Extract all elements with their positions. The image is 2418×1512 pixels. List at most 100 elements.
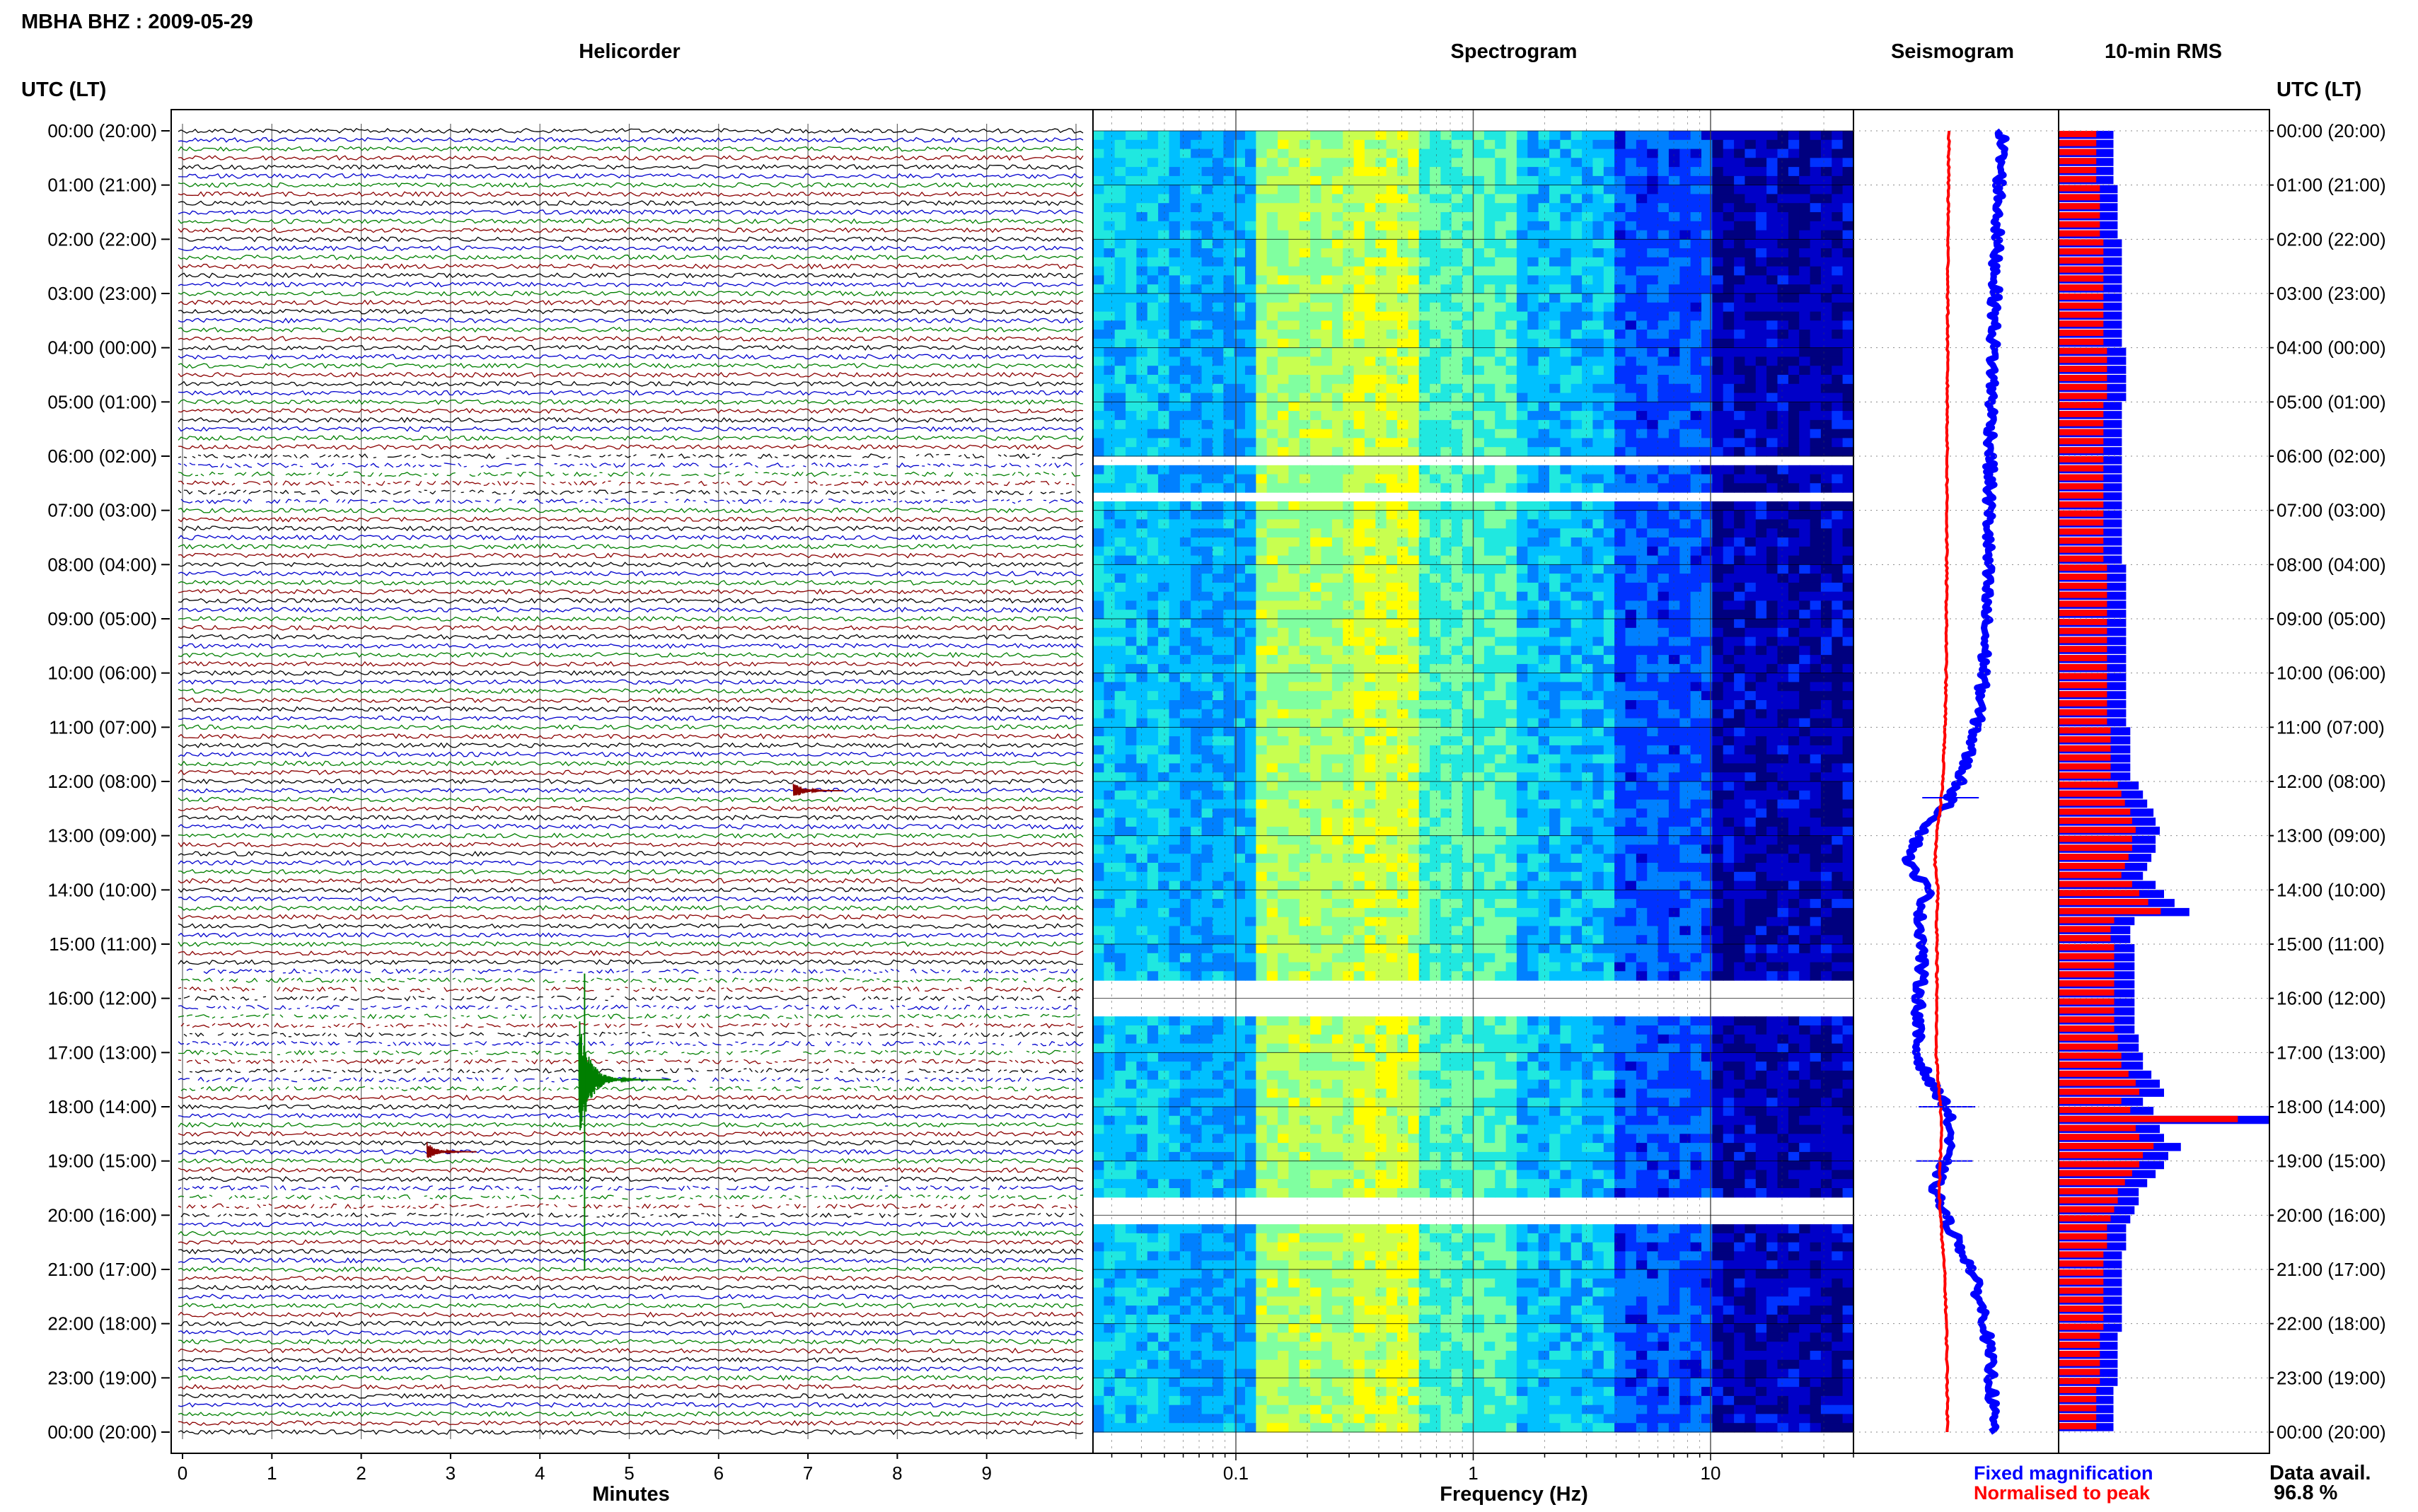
spectrogram-cell — [1538, 320, 1550, 330]
spectrogram-cell — [1266, 600, 1278, 610]
helicorder-trace-line — [178, 399, 1084, 405]
spectrogram-cell — [1310, 185, 1322, 195]
spectrogram-cell — [1278, 338, 1290, 349]
spectrogram-cell — [1712, 375, 1724, 385]
spectrogram-cell — [1440, 727, 1452, 737]
spectrogram-cell — [1495, 691, 1507, 701]
spectrogram-cell — [1397, 167, 1408, 177]
spectrogram-cell — [1549, 510, 1561, 521]
spectrogram-cell — [1299, 429, 1311, 439]
spectrogram-cell — [1505, 663, 1517, 674]
spectrogram-cell — [1625, 636, 1637, 646]
spectrogram-cell — [1560, 483, 1572, 493]
spectrogram-cell — [1592, 483, 1604, 493]
spectrogram-cell — [1832, 546, 1844, 557]
spectrogram-cell — [1734, 627, 1746, 638]
spectrogram-cell — [1788, 158, 1800, 168]
spectrogram-cell — [1158, 330, 1170, 339]
spectrogram-cell — [1462, 673, 1474, 683]
spectrogram-cell — [1712, 447, 1724, 457]
spectrogram-cell — [1321, 447, 1333, 457]
spectrogram-cell — [1658, 257, 1670, 267]
spectrogram-cell — [1668, 510, 1680, 521]
spectrogram-cell — [1245, 619, 1256, 629]
spectrogram-cell — [1179, 221, 1191, 231]
spectrogram-cell — [1755, 718, 1767, 728]
spectrogram-cell — [1245, 763, 1256, 773]
spectrogram-cell — [1126, 673, 1138, 683]
spectrogram-cell — [1093, 627, 1104, 638]
spectrogram-cell — [1723, 465, 1735, 475]
spectrogram-cell — [1266, 763, 1278, 773]
spectrogram-cell — [1179, 411, 1191, 421]
spectrogram-cell — [1408, 700, 1420, 710]
spectrogram-cell — [1755, 528, 1767, 538]
spectrogram-cell — [1647, 221, 1659, 231]
spectrogram-cell — [1386, 682, 1398, 692]
spectrogram-cell — [1658, 320, 1670, 330]
spectrogram-cell — [1104, 356, 1116, 366]
spectrogram-cell — [1462, 139, 1474, 150]
spectrogram-cell — [1321, 293, 1333, 303]
spectrogram-cell — [1658, 221, 1670, 231]
spectrogram-cell — [1093, 266, 1104, 277]
spectrogram-cell — [1278, 131, 1290, 141]
spectrogram-cell — [1408, 330, 1420, 339]
spectrogram-cell — [1256, 673, 1268, 683]
spectrogram-cell — [1310, 736, 1322, 746]
helicorder-trace-line — [178, 1122, 1084, 1128]
spectrogram-cell — [1788, 564, 1800, 574]
spectrogram-cell — [1614, 663, 1626, 674]
spectrogram-cell — [1126, 709, 1138, 719]
spectrogram-cell — [1658, 375, 1670, 385]
spectrogram-cell — [1734, 646, 1746, 656]
spectrogram-cell — [1256, 221, 1268, 231]
spectrogram-cell — [1592, 582, 1604, 593]
spectrogram-cell — [1343, 203, 1355, 213]
spectrogram-cell — [1375, 257, 1387, 267]
spectrogram-cell — [1408, 239, 1420, 249]
spectrogram-cell — [1245, 194, 1256, 204]
spectrogram-cell — [1375, 700, 1387, 710]
spectrogram-cell — [1614, 257, 1626, 267]
spectrogram-cell — [1505, 375, 1517, 385]
spectrogram-cell — [1505, 230, 1517, 240]
spectrogram-cell — [1516, 528, 1528, 538]
spectrogram-cell — [1234, 745, 1246, 755]
spectrogram-cell — [1658, 248, 1670, 258]
spectrogram-cell — [1625, 474, 1637, 484]
spectrogram-cell — [1483, 582, 1496, 593]
spectrogram-cell — [1723, 600, 1735, 610]
spectrogram-cell — [1712, 158, 1724, 168]
spectrogram-cell — [1158, 375, 1170, 385]
spectrogram-cell — [1201, 257, 1213, 267]
helicorder-trace-line — [178, 634, 1084, 640]
helicorder-trace-line — [178, 1429, 1084, 1436]
spectrogram-cell — [1723, 383, 1735, 394]
spectrogram-cell — [1483, 663, 1496, 674]
spectrogram-cell — [1538, 239, 1550, 249]
spectrogram-cell — [1647, 474, 1659, 484]
spectrogram-cell — [1462, 528, 1474, 538]
spectrogram-cell — [1353, 149, 1365, 158]
spectrogram-cell — [1321, 248, 1333, 258]
spectrogram-cell — [1842, 194, 1854, 204]
spectrogram-cell — [1093, 284, 1104, 294]
spectrogram-cell — [1343, 555, 1355, 565]
spectrogram-cell — [1788, 167, 1800, 177]
spectrogram-cell — [1158, 763, 1170, 773]
spectrogram-cell — [1505, 709, 1517, 719]
spectrogram-cell — [1603, 591, 1615, 602]
spectrogram-cell — [1766, 167, 1778, 177]
spectrogram-cell — [1788, 636, 1800, 646]
spectrogram-cell — [1408, 203, 1420, 213]
spectrogram-cell — [1745, 248, 1757, 258]
spectrogram-cell — [1201, 284, 1213, 294]
spectrogram-cell — [1516, 149, 1528, 158]
spectrogram-cell — [1570, 709, 1583, 719]
spectrogram-cell — [1353, 402, 1365, 412]
spectrogram-cell — [1234, 438, 1246, 448]
spectrogram-cell — [1386, 474, 1398, 484]
spectrogram-cell — [1647, 682, 1659, 692]
spectrogram-cell — [1690, 546, 1702, 557]
